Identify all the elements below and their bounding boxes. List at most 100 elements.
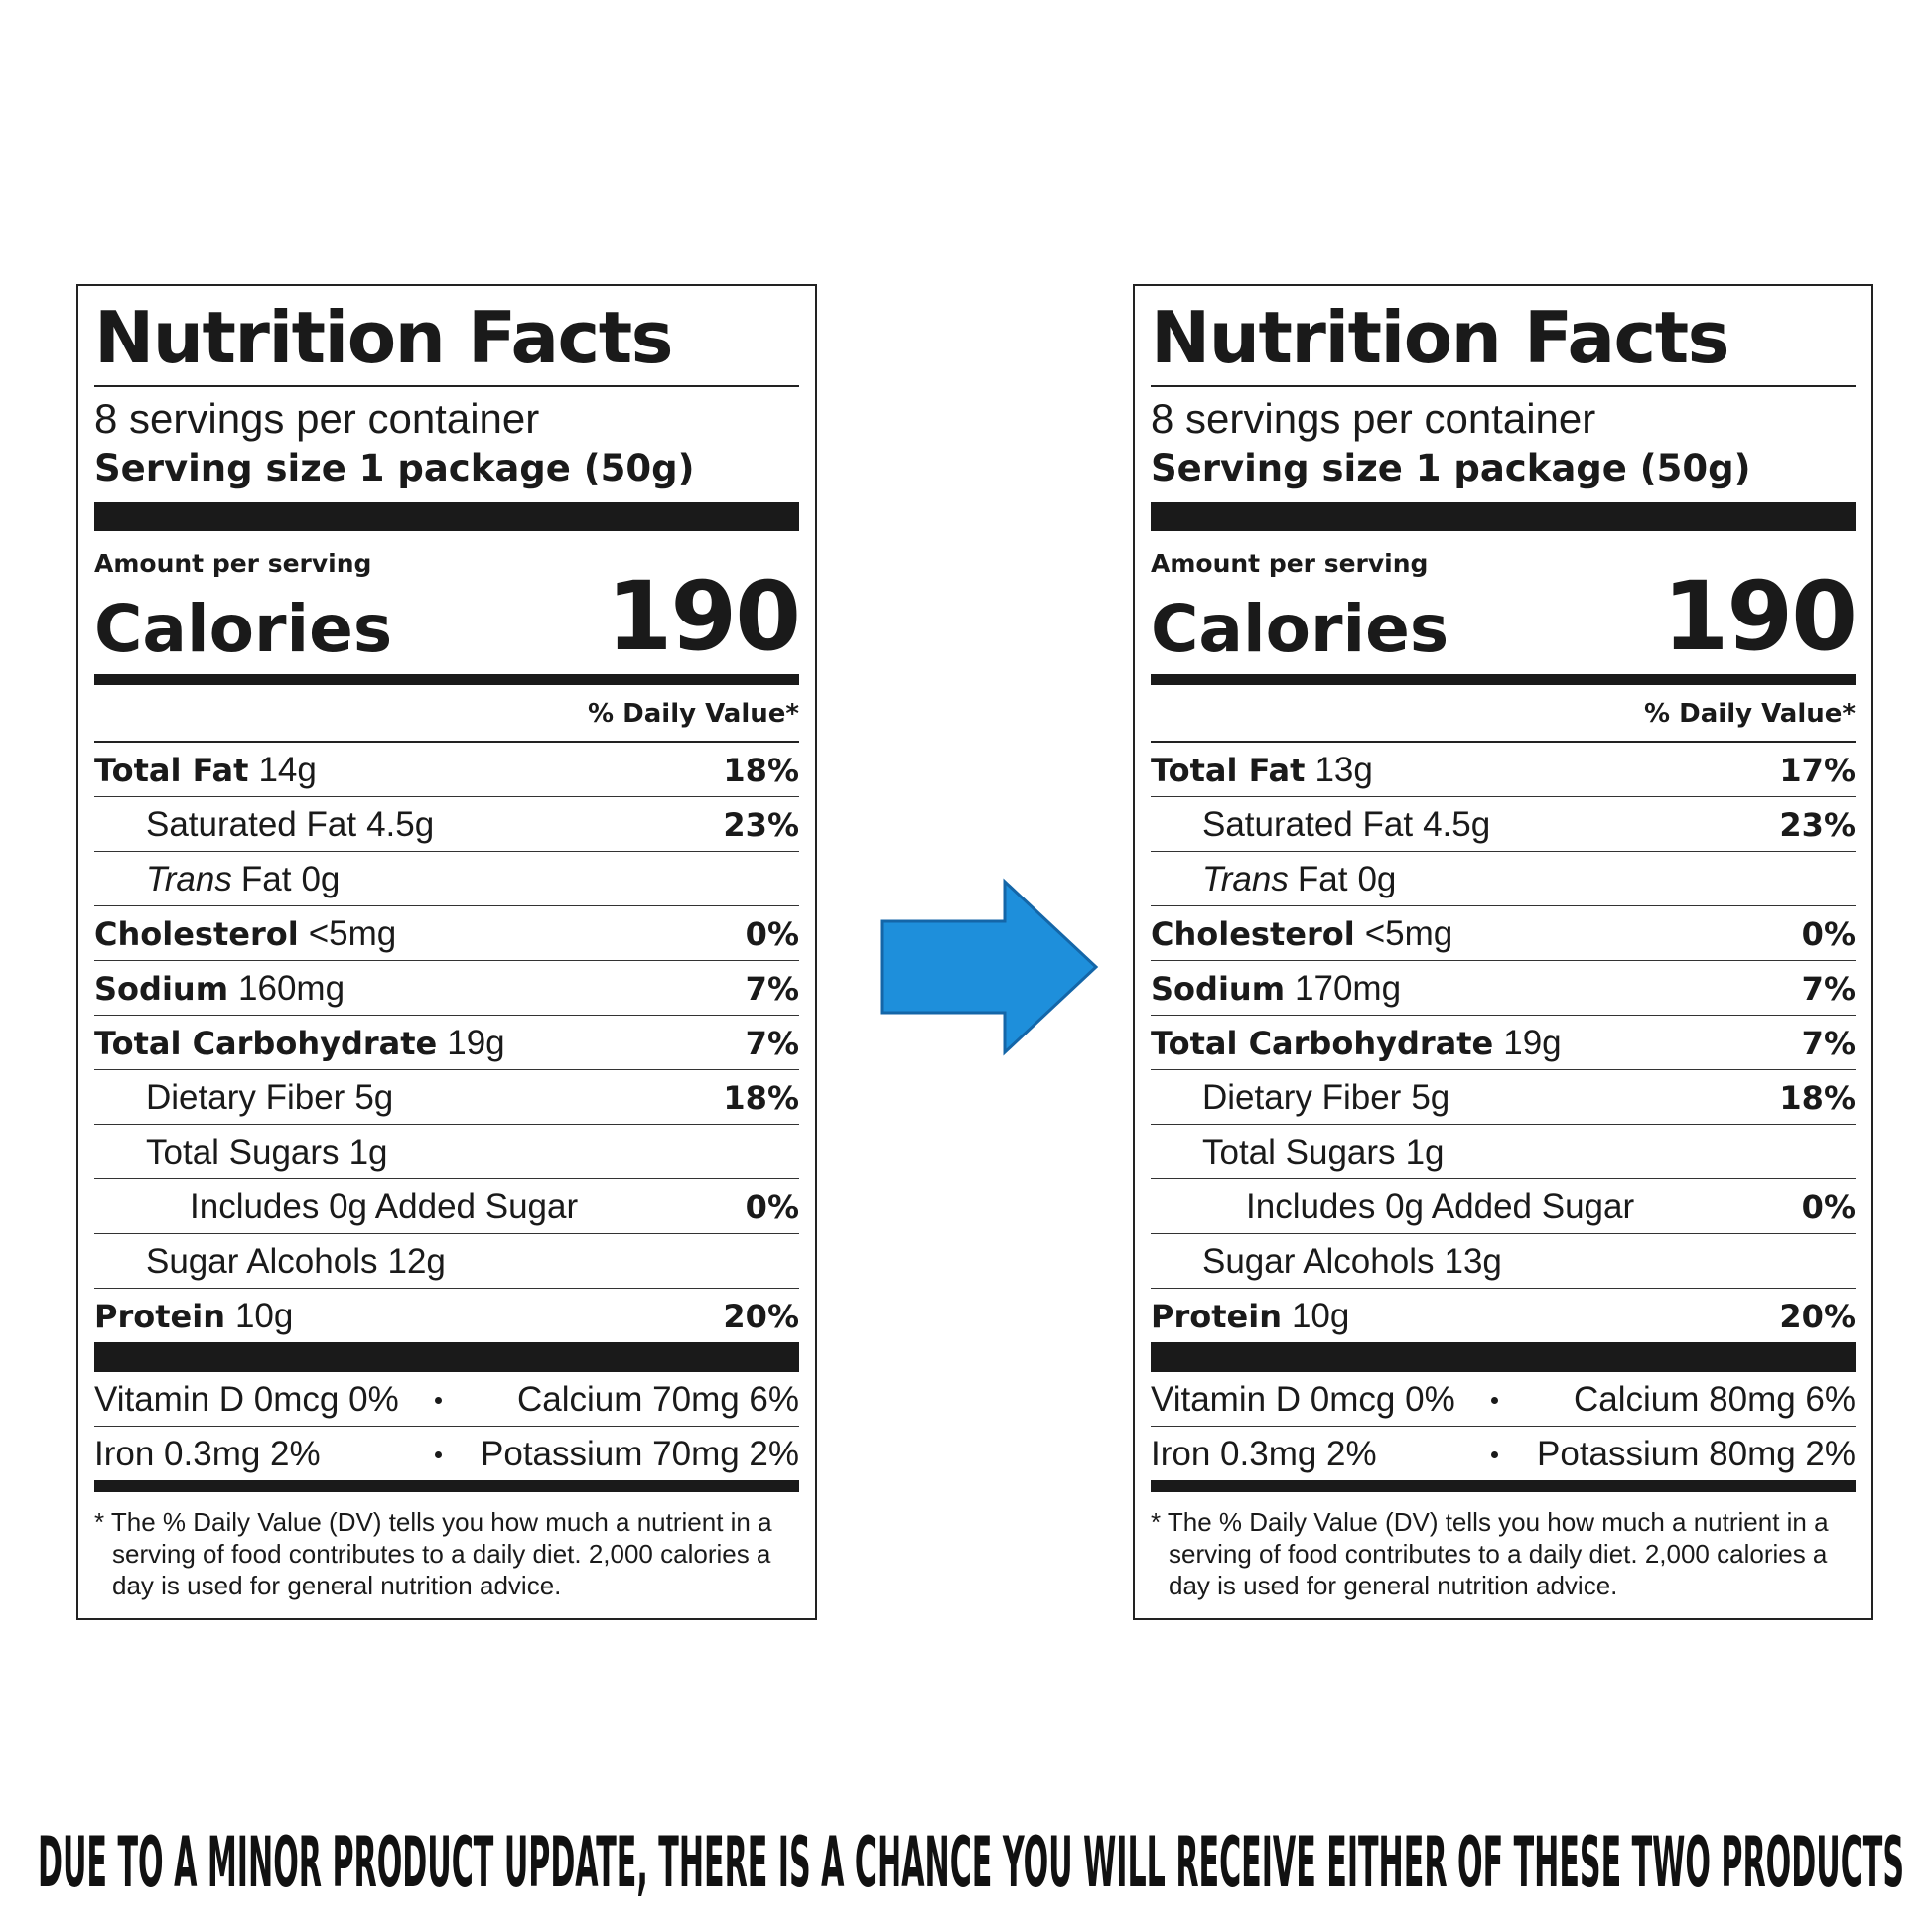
nutrient-row: Trans Fat 0g <box>1151 851 1856 905</box>
nutrient-name-group: Sodium 170mg <box>1151 961 1401 1015</box>
nutrient-name-group: Trans Fat 0g <box>1151 852 1396 905</box>
nutrient-name-group: Includes 0g Added Sugar <box>1151 1179 1634 1233</box>
daily-value: 18% <box>723 752 799 789</box>
daily-value: 7% <box>1801 1025 1856 1062</box>
vitamin-right: Calcium 80mg 6% <box>1574 1380 1856 1419</box>
nutrient-name-italic: Trans <box>1202 860 1289 898</box>
daily-value: 23% <box>1779 806 1856 844</box>
dv-header: % Daily Value* <box>1151 685 1856 743</box>
nutrient-row: Includes 0g Added Sugar 0% <box>1151 1178 1856 1233</box>
nutrient-name: Total Sugars <box>1202 1133 1396 1172</box>
nutrient-amount: 4.5g <box>1423 805 1491 844</box>
label-title: Nutrition Facts <box>94 286 799 387</box>
nutrient-name: Includes 0g Added Sugar <box>190 1187 579 1226</box>
vitamin-row: Iron 0.3mg 2% Potassium 70mg 2% <box>94 1426 799 1480</box>
nutrient-amount: 170mg <box>1295 969 1402 1008</box>
daily-value: 0% <box>1801 915 1856 953</box>
daily-value: 17% <box>1779 752 1856 789</box>
calories-row: Calories 190 <box>1151 569 1858 667</box>
label-title: Nutrition Facts <box>1151 286 1856 387</box>
nutrient-amount: 0g <box>301 860 341 898</box>
nutrient-row: Total Carbohydrate 19g 7% <box>1151 1015 1856 1069</box>
nutrient-row: Total Carbohydrate 19g 7% <box>94 1015 799 1069</box>
nutrient-amount: <5mg <box>308 914 397 953</box>
nutrient-row: Total Fat 13g 17% <box>1151 743 1856 796</box>
daily-value: 20% <box>723 1298 799 1335</box>
nutrient-name-group: Total Fat 14g <box>94 743 317 796</box>
calories-row: Calories 190 <box>94 569 801 664</box>
nutrient-amount: 19g <box>447 1024 505 1062</box>
nutrient-name: Sugar Alcohols <box>146 1242 378 1281</box>
amount-per-serving: Amount per serving <box>1151 549 1429 578</box>
arrow <box>880 878 1099 1056</box>
vitamin-left: Vitamin D 0mcg 0% <box>1151 1380 1455 1419</box>
nutrient-row: Sodium 170mg 7% <box>1151 960 1856 1015</box>
nutrient-amount: 12g <box>387 1242 446 1281</box>
nutrient-amount: 10g <box>234 1297 294 1335</box>
nutrient-amount: 4.5g <box>366 805 435 844</box>
thick-rule <box>1151 1480 1856 1492</box>
daily-value: 18% <box>1779 1079 1856 1117</box>
amount-per-serving: Amount per serving <box>94 549 372 578</box>
nutrient-name: Sugar Alcohols <box>1202 1242 1435 1281</box>
nutrient-name: Includes 0g Added Sugar <box>1246 1187 1635 1226</box>
bullet <box>435 1397 442 1404</box>
bullet <box>1491 1397 1498 1404</box>
thick-rule <box>1151 674 1856 685</box>
thick-rule <box>1151 502 1856 531</box>
nutrient-amount: 10g <box>1291 1297 1350 1335</box>
nutrient-name-group: Dietary Fiber 5g <box>1151 1070 1449 1124</box>
thick-rule <box>94 502 799 531</box>
daily-value: 18% <box>723 1079 799 1117</box>
vitamin-right: Calcium 70mg 6% <box>517 1380 799 1419</box>
daily-value: 20% <box>1779 1298 1856 1335</box>
nutrient-row: Saturated Fat 4.5g 23% <box>1151 796 1856 851</box>
servings: 8 servings per container <box>94 395 540 442</box>
nutrient-name-group: Protein 10g <box>1151 1289 1349 1342</box>
nutrient-amount: 14g <box>258 751 317 789</box>
daily-value: 7% <box>745 970 799 1008</box>
nutrient-row: Saturated Fat 4.5g 23% <box>94 796 799 851</box>
thick-rule <box>94 1342 799 1372</box>
footnote: * The % Daily Value (DV) tells you how m… <box>1151 1507 1829 1600</box>
nutrient-name: Total Fat <box>94 752 249 789</box>
vitamin-row: Iron 0.3mg 2% Potassium 80mg 2% <box>1151 1426 1856 1480</box>
servings: 8 servings per container <box>1151 395 1596 442</box>
nutrient-amount: 13g <box>1314 751 1373 789</box>
nutrient-name: Protein <box>94 1298 225 1335</box>
nutrient-name: Cholesterol <box>1151 915 1355 953</box>
vitamin-left: Vitamin D 0mcg 0% <box>94 1380 399 1419</box>
nutrient-amount: 5g <box>354 1078 394 1117</box>
nutrient-amount: <5mg <box>1364 914 1453 953</box>
nutrient-row: Total Sugars 1g <box>94 1124 799 1178</box>
nutrient-name: Dietary Fiber <box>1202 1078 1402 1117</box>
nutrient-name-group: Saturated Fat 4.5g <box>1151 797 1490 851</box>
nutrient-amount: 0g <box>1357 860 1397 898</box>
nutrient-name-group: Total Sugars 1g <box>1151 1125 1445 1178</box>
daily-value: 23% <box>723 806 799 844</box>
nutrient-name-group: Total Sugars 1g <box>94 1125 388 1178</box>
calories-value: 190 <box>606 561 801 672</box>
nutrient-amount: 5g <box>1411 1078 1450 1117</box>
nutrient-name-group: Sugar Alcohols 13g <box>1151 1234 1502 1288</box>
vitamin-row: Vitamin D 0mcg 0% Calcium 70mg 6% <box>94 1372 799 1426</box>
calories-label: Calories <box>1151 591 1449 667</box>
nutrient-row: Sugar Alcohols 12g <box>94 1233 799 1288</box>
vitamin-left: Iron 0.3mg 2% <box>1151 1435 1377 1473</box>
nutrient-name-group: Total Carbohydrate 19g <box>94 1016 505 1069</box>
nutrient-name-group: Dietary Fiber 5g <box>94 1070 393 1124</box>
nutrient-name-group: Sugar Alcohols 12g <box>94 1234 446 1288</box>
nutrient-row: Cholesterol <5mg 0% <box>1151 905 1856 960</box>
nutrient-name: Total Sugars <box>146 1133 340 1172</box>
nutrient-name: Dietary Fiber <box>146 1078 345 1117</box>
nutrient-name-group: Protein 10g <box>94 1289 293 1342</box>
nutrient-name-italic: Trans <box>146 860 232 898</box>
thick-rule <box>94 674 799 685</box>
nutrient-name-group: Includes 0g Added Sugar <box>94 1179 578 1233</box>
nutrient-name-group: Sodium 160mg <box>94 961 345 1015</box>
nutrient-amount: 1g <box>1405 1133 1445 1172</box>
bullet <box>435 1451 442 1458</box>
nutrient-row: Dietary Fiber 5g 18% <box>94 1069 799 1124</box>
nutrient-row: Includes 0g Added Sugar 0% <box>94 1178 799 1233</box>
